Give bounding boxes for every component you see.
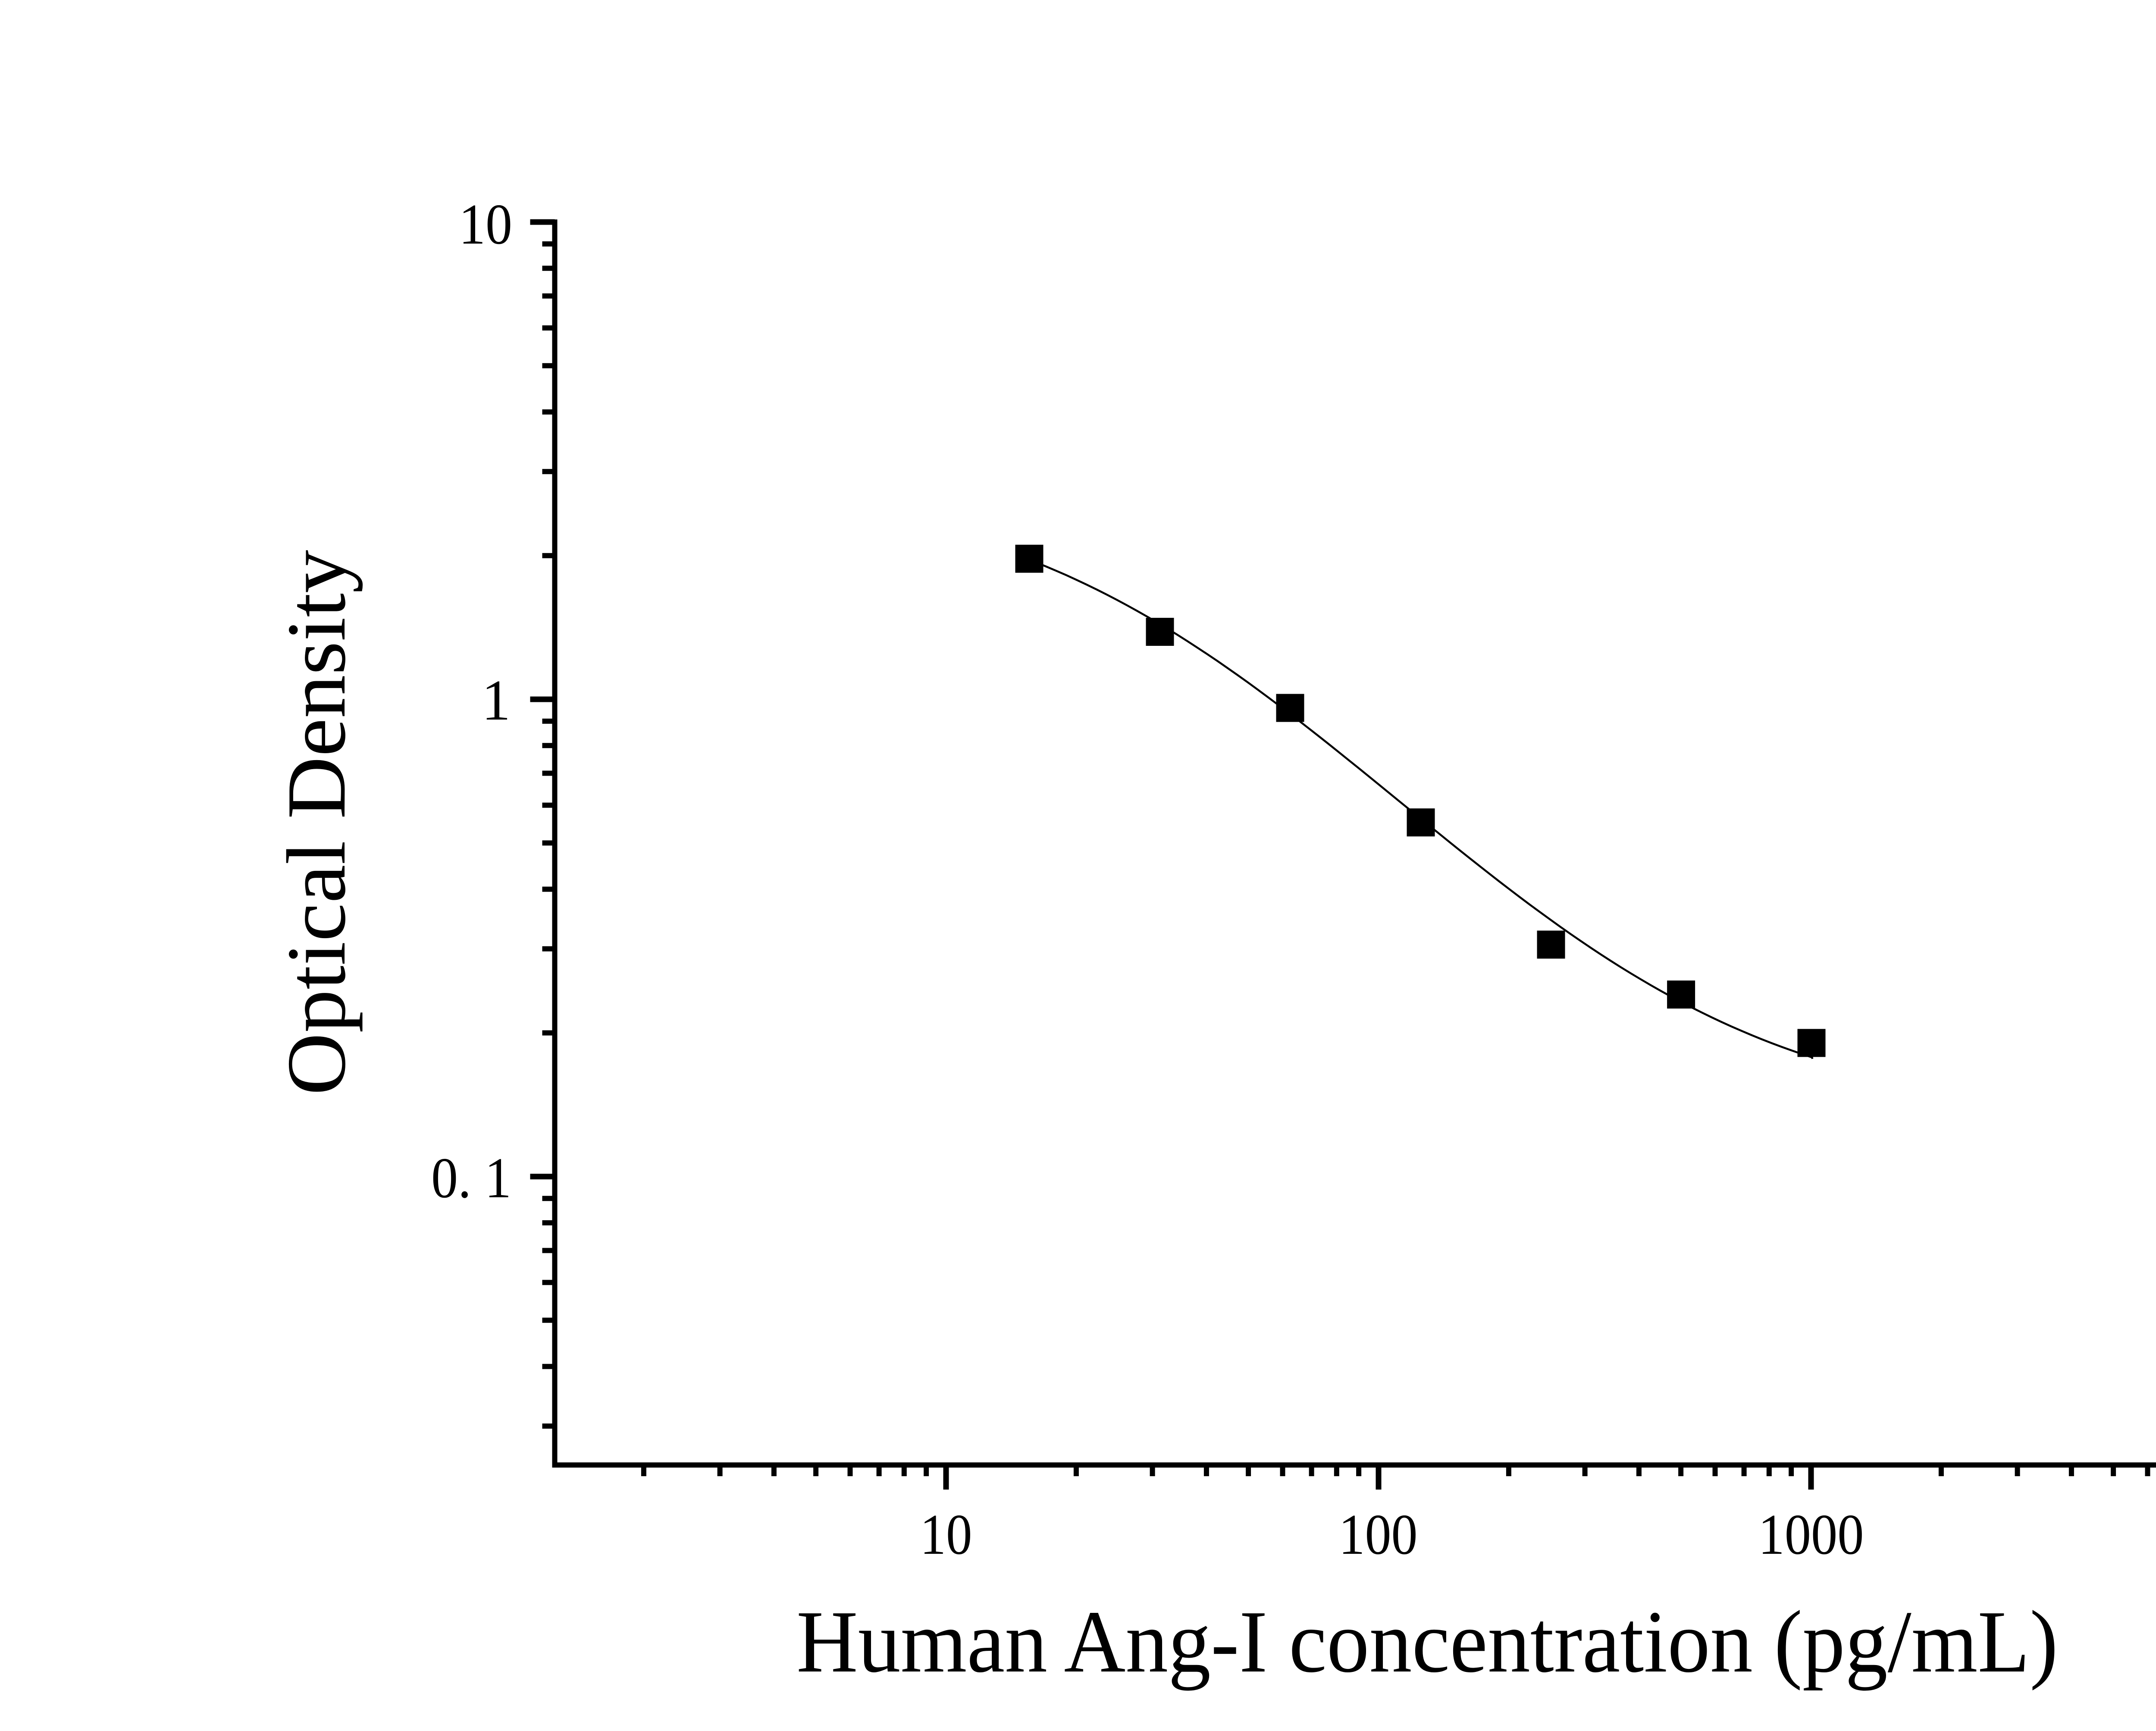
svg-text:10: 10: [459, 192, 512, 256]
svg-text:0. 1: 0. 1: [431, 1146, 511, 1210]
svg-text:10: 10: [920, 1502, 972, 1566]
svg-text:1000: 1000: [1758, 1502, 1864, 1566]
svg-text:Human Ang-I concentration (pg/: Human Ang-I concentration (pg/mL): [796, 1592, 2058, 1691]
svg-text:1: 1: [482, 668, 511, 732]
svg-text:Optical Density: Optical Density: [270, 550, 363, 1096]
svg-text:100: 100: [1339, 1502, 1418, 1566]
